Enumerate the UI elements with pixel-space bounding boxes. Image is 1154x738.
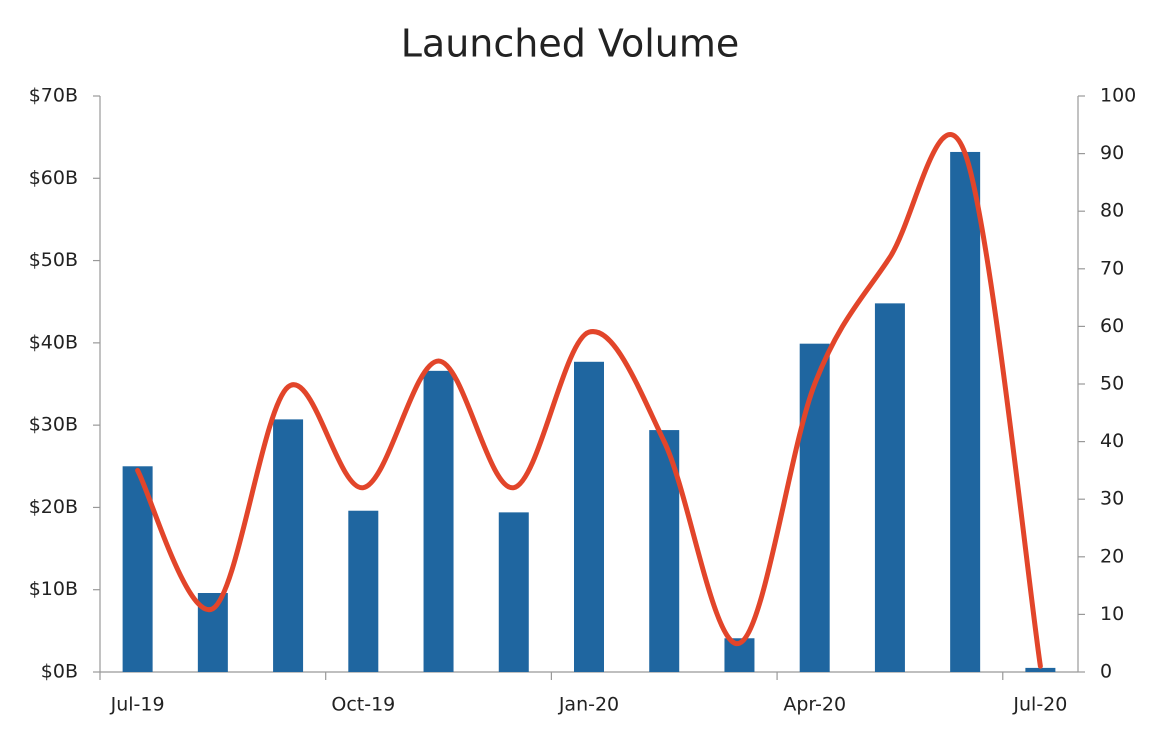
y2-tick-label: 0 [1100,661,1112,683]
y-tick-label: $10B [29,578,78,600]
bar [950,151,981,672]
bar [498,512,529,672]
y2-tick-label: 60 [1100,315,1124,337]
y-tick-label: $30B [29,414,78,436]
y-tick-label: $20B [29,496,78,518]
y2-tick-label: 50 [1100,373,1124,395]
y-tick-label: $60B [29,167,78,189]
y2-tick-label: 100 [1100,85,1136,107]
y2-tick-label: 20 [1100,545,1124,567]
bar [874,303,905,672]
bar [1025,667,1056,672]
y-tick-label: $0B [41,661,78,683]
y-tick-label: $70B [29,85,78,107]
y2-tick-label: 30 [1100,488,1124,510]
x-tick-label: Oct-19 [331,694,395,716]
chart-title: Launched Volume [401,22,740,66]
line [135,132,1043,669]
x-tick-label: Apr-20 [783,694,846,716]
bar [348,510,379,672]
y-tick-label: $40B [29,331,78,353]
bar [273,419,304,672]
bar [574,361,604,672]
bar [423,370,454,672]
y2-tick-label: 90 [1100,142,1124,164]
y-tick-label: $50B [29,249,78,271]
y2-tick-label: 40 [1100,430,1124,452]
x-tick-label: Jan-20 [558,694,619,716]
y2-tick-label: 80 [1100,200,1124,222]
y2-tick-label: 70 [1100,257,1124,279]
y2-tick-label: 10 [1100,603,1124,625]
bar [799,343,830,672]
x-tick-label: Jul-19 [110,694,165,716]
x-tick-label: Jul-20 [1012,694,1067,716]
